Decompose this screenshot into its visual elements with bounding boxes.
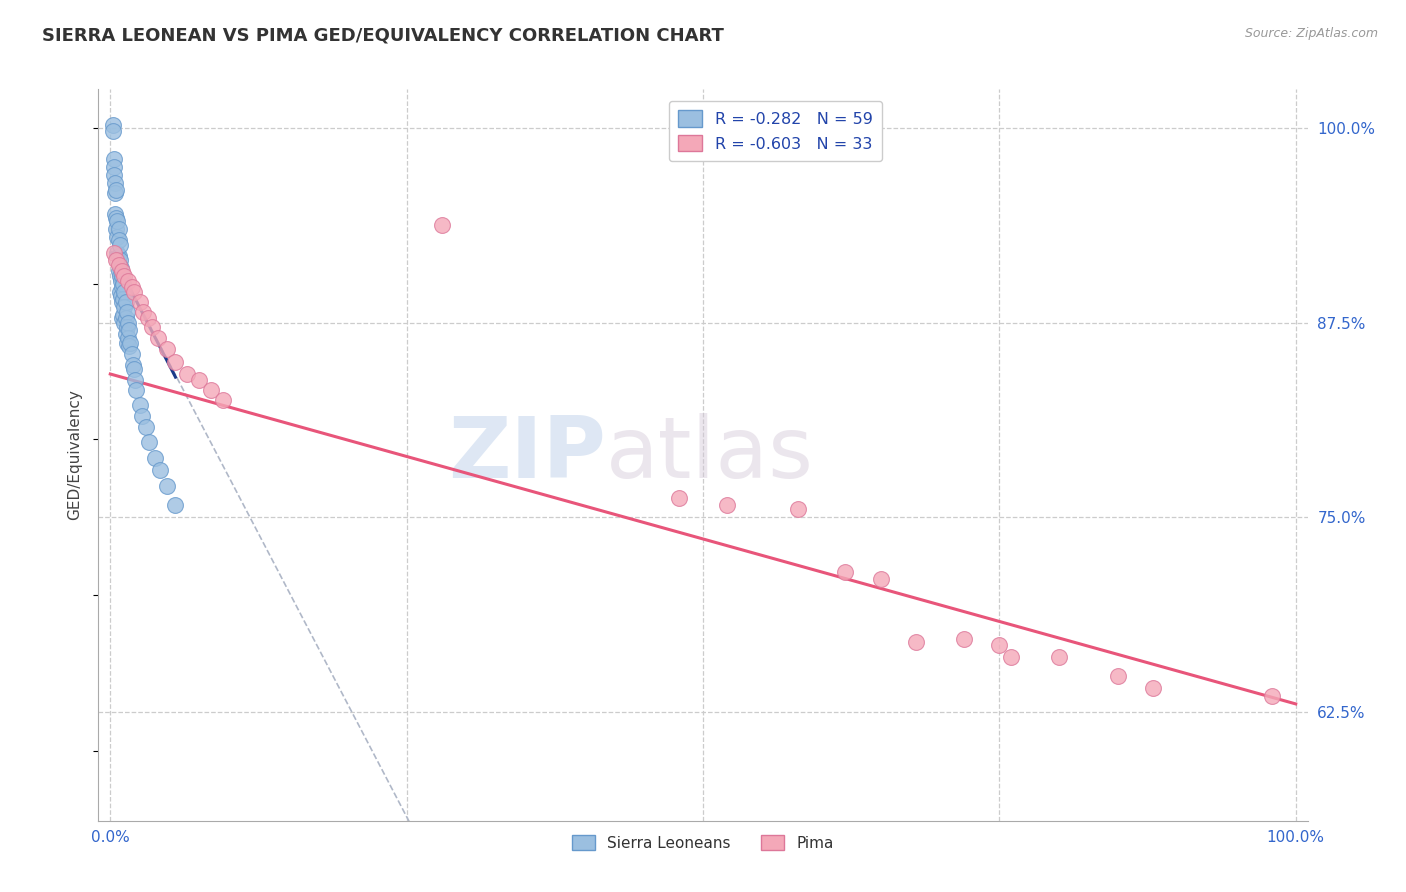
- Point: [103, 168, 125, 182]
- Point: [143, 450, 166, 465]
- Point: [156, 342, 179, 356]
- Point: [105, 230, 128, 244]
- Point: [112, 277, 135, 291]
- Point: [129, 398, 152, 412]
- Point: [121, 280, 143, 294]
- Text: SIERRA LEONEAN VS PIMA GED/EQUIVALENCY CORRELATION CHART: SIERRA LEONEAN VS PIMA GED/EQUIVALENCY C…: [42, 27, 724, 45]
- Point: [122, 285, 145, 299]
- Point: [105, 245, 128, 260]
- Point: [1000, 650, 1022, 665]
- Point: [114, 326, 136, 341]
- Point: [105, 183, 128, 197]
- Point: [138, 435, 160, 450]
- Point: [118, 339, 141, 353]
- Point: [1107, 669, 1129, 683]
- Point: [107, 233, 129, 247]
- Point: [107, 222, 129, 236]
- Point: [117, 331, 139, 345]
- Text: atlas: atlas: [606, 413, 814, 497]
- Point: [107, 249, 129, 263]
- Point: [115, 320, 138, 334]
- Point: [103, 245, 125, 260]
- Point: [114, 285, 136, 299]
- Point: [121, 358, 143, 372]
- Point: [101, 118, 124, 132]
- Point: [129, 295, 152, 310]
- Point: [117, 316, 139, 330]
- Point: [105, 222, 128, 236]
- Point: [105, 253, 128, 268]
- Point: [125, 383, 148, 397]
- Point: [112, 293, 135, 307]
- Point: [988, 638, 1011, 652]
- Point: [141, 320, 163, 334]
- Point: [121, 347, 143, 361]
- Point: [114, 268, 136, 283]
- Point: [111, 295, 134, 310]
- Point: [135, 420, 157, 434]
- Point: [118, 323, 141, 337]
- Point: [716, 498, 738, 512]
- Point: [952, 632, 974, 646]
- Point: [111, 268, 134, 283]
- Point: [101, 124, 124, 138]
- Text: Source: ZipAtlas.com: Source: ZipAtlas.com: [1244, 27, 1378, 40]
- Point: [110, 289, 132, 303]
- Point: [110, 261, 132, 276]
- Point: [786, 502, 808, 516]
- Point: [114, 316, 136, 330]
- Point: [176, 367, 198, 381]
- Point: [136, 310, 159, 325]
- Point: [165, 354, 187, 368]
- Point: [108, 268, 131, 283]
- Point: [212, 393, 235, 408]
- Point: [115, 335, 138, 350]
- Point: [432, 218, 454, 232]
- Point: [869, 573, 891, 587]
- Point: [114, 310, 136, 325]
- Point: [105, 211, 128, 226]
- Point: [108, 285, 131, 299]
- Point: [122, 362, 145, 376]
- Point: [107, 258, 129, 272]
- Point: [107, 264, 129, 278]
- Point: [200, 383, 222, 397]
- Point: [149, 463, 172, 477]
- Point: [110, 274, 132, 288]
- Point: [1142, 681, 1164, 696]
- Point: [668, 491, 690, 506]
- Point: [104, 176, 127, 190]
- Point: [108, 253, 131, 268]
- Point: [120, 335, 142, 350]
- Text: ZIP: ZIP: [449, 413, 606, 497]
- Point: [111, 310, 134, 325]
- Point: [131, 409, 153, 423]
- Point: [132, 304, 155, 318]
- Legend: Sierra Leoneans, Pima: Sierra Leoneans, Pima: [567, 829, 839, 857]
- Point: [146, 331, 169, 345]
- Point: [1261, 689, 1284, 703]
- Point: [905, 634, 928, 648]
- Point: [165, 498, 187, 512]
- Point: [114, 300, 136, 314]
- Point: [103, 160, 125, 174]
- Point: [188, 373, 211, 387]
- Point: [156, 479, 179, 493]
- Y-axis label: GED/Equivalency: GED/Equivalency: [67, 390, 83, 520]
- Point: [1047, 650, 1070, 665]
- Point: [114, 295, 136, 310]
- Point: [117, 274, 139, 288]
- Point: [104, 207, 127, 221]
- Point: [112, 308, 135, 322]
- Point: [108, 237, 131, 252]
- Point: [105, 214, 128, 228]
- Point: [124, 373, 146, 387]
- Point: [104, 186, 127, 201]
- Point: [111, 264, 134, 278]
- Point: [103, 153, 125, 167]
- Point: [115, 304, 138, 318]
- Point: [111, 280, 134, 294]
- Point: [834, 565, 856, 579]
